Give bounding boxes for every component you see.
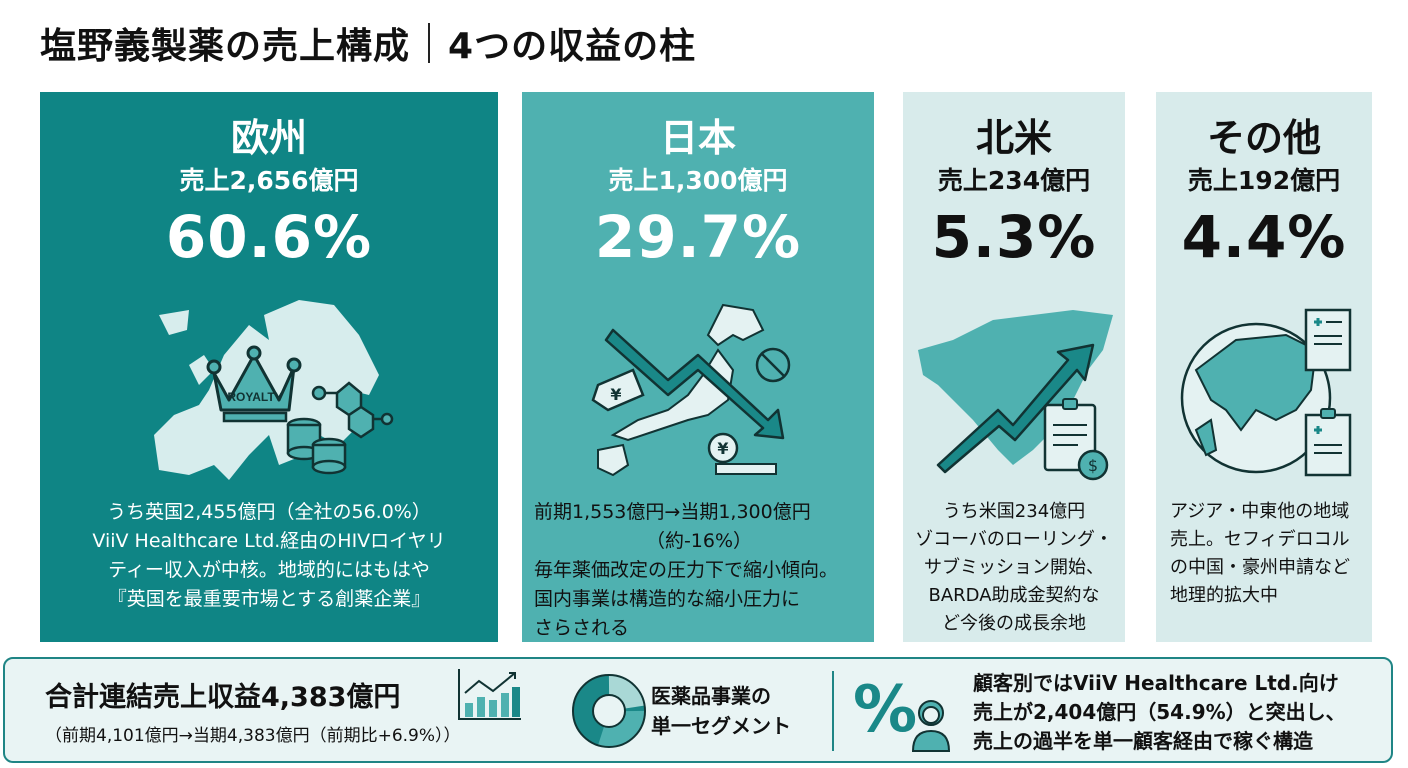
molecule-icon (311, 381, 394, 439)
region-sales: 売上2,656億円 (179, 166, 359, 195)
svg-text:$: $ (1088, 456, 1098, 475)
europe-map-icon: ROYALTY (154, 300, 394, 480)
growth-bar-chart-icon (458, 669, 521, 720)
region-name: その他 (1206, 116, 1321, 160)
percent-icon: % (853, 673, 918, 747)
coins-icon (286, 417, 347, 475)
up-arrow-icon (936, 343, 1095, 474)
region-name: 日本 (659, 116, 736, 160)
title-main: 塩野義製薬の売上構成 (40, 26, 411, 67)
region-percentage: 4.4% (1181, 203, 1347, 271)
total-revenue-value: 合計連結売上収益4,383億円 (45, 682, 401, 713)
total-revenue: 合計連結売上収益4,383億円 （前期4,101億円→当期4,383億円（前期比… (45, 679, 461, 749)
no-hourglass-icon (755, 347, 791, 383)
region-description: うち英国2,455億円（全社の56.0%） ViiV Healthcare Lt… (92, 501, 446, 610)
customer-person-icon (911, 700, 951, 752)
svg-text:ROYALTY: ROYALTY (227, 390, 282, 404)
yen-price-tag-icon: ¥ (591, 368, 645, 412)
summary-panel: 合計連結売上収益4,383億円 （前期4,101億円→当期4,383億円（前期比… (3, 657, 1393, 763)
clipboard-document-icon (1304, 408, 1352, 477)
north-america-map-icon: $ (918, 310, 1113, 481)
region-description: うち米国234億円 ゾコーバのローリング・ サブミッション開始、 BARDA助成… (915, 501, 1113, 634)
down-arrow-icon (604, 328, 785, 440)
japan-decline-illustration: ¥ ¥ (522, 290, 874, 490)
region-sales: 売上234億円 (937, 166, 1091, 195)
region-name: 北米 (975, 116, 1052, 160)
region-percentage: 29.7% (594, 203, 802, 271)
globe-icon (1180, 308, 1352, 477)
clipboard-dollar-icon: $ (1043, 398, 1109, 481)
globe-expansion-illustration (1156, 290, 1372, 490)
north-america-growth-illustration: $ (903, 290, 1125, 490)
card-europe: 欧州 売上2,656億円 60.6% ROYALTY (40, 92, 498, 642)
svg-text:¥: ¥ (717, 439, 728, 458)
region-sales: 売上1,300億円 (608, 166, 788, 195)
europe-royalty-illustration: ROYALTY (40, 290, 498, 490)
single-segment-donut-icon (572, 674, 646, 748)
title-separator (428, 23, 431, 63)
yen-coin-icon: ¥ (707, 432, 777, 475)
royalty-crown-icon: ROYALTY (206, 345, 302, 423)
card-north-america: 北米 売上234億円 5.3% $ うち米国234億円 ゾコーバのローリング・ … (903, 92, 1125, 642)
document-check-icon (1304, 308, 1352, 372)
region-name: 欧州 (230, 116, 307, 160)
region-percentage: 60.6% (165, 203, 373, 271)
card-japan: 日本 売上1,300億円 29.7% ¥ ¥ 前期1,553億円→当期1,300… (522, 92, 874, 642)
total-revenue-comparison: （前期4,101億円→当期4,383億円（前期比+6.9%）） (45, 726, 461, 746)
divider (832, 671, 834, 751)
japan-map-icon: ¥ ¥ (591, 303, 791, 477)
region-sales: 売上192億円 (1187, 166, 1341, 195)
page-title: 塩野義製薬の売上構成 4つの収益の柱 (40, 18, 696, 68)
region-description: 前期1,553億円→当期1,300億円 （約-16%） 毎年薬価改定の圧力下で縮… (534, 501, 839, 639)
svg-text:¥: ¥ (610, 385, 621, 404)
region-description: アジア・中東他の地域 売上。セフィデロコル の中国・豪州申請など 地理的拡大中 (1170, 501, 1350, 606)
customer-concentration: 顧客別ではViiV Healthcare Ltd.向け 売上が2,404億円（5… (973, 671, 1346, 753)
region-percentage: 5.3% (931, 203, 1097, 271)
title-sub: 4つの収益の柱 (448, 26, 697, 67)
card-other: その他 売上192億円 4.4% アジア・中東他の地域 売上。セフィデロコ (1156, 92, 1372, 642)
segment-label: 医薬品事業の 単一セグメント (651, 684, 791, 738)
